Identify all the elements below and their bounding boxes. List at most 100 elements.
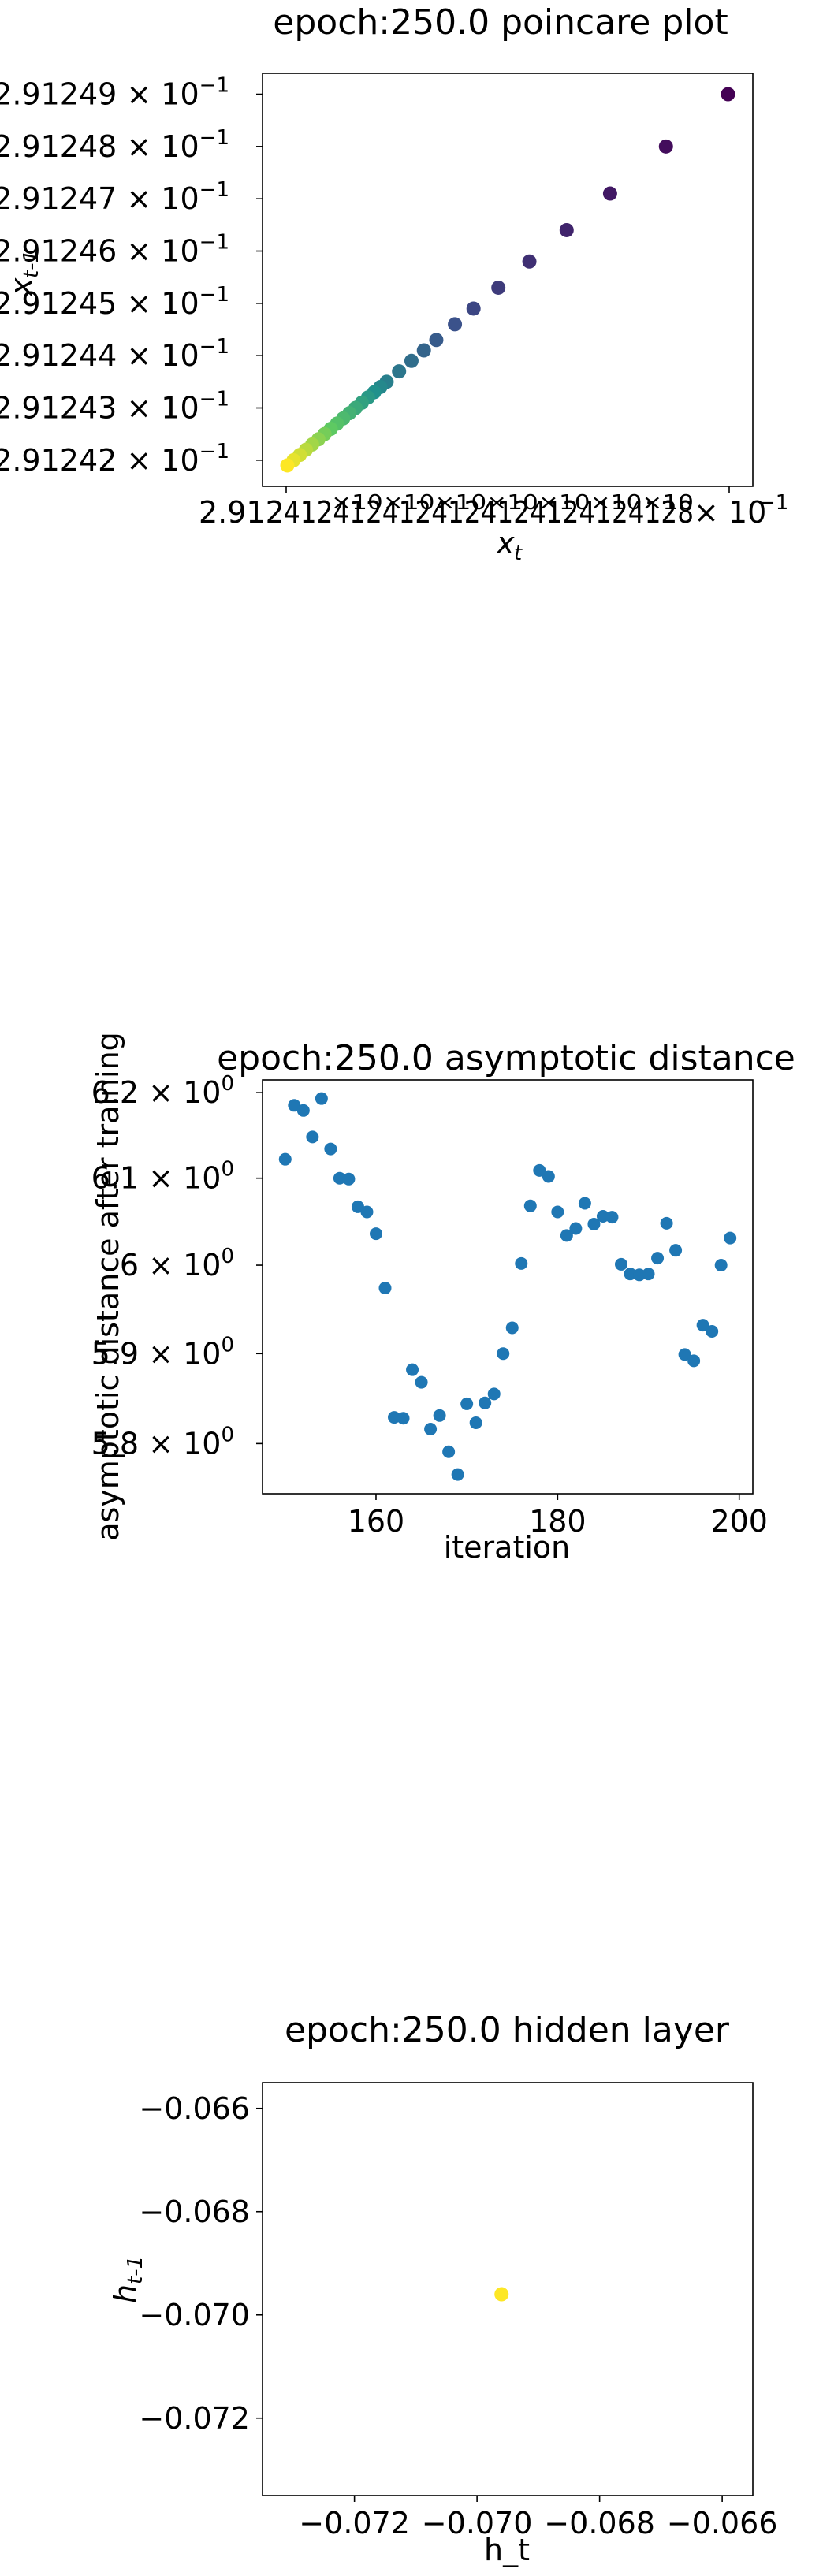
hidden-layer-y-tick-label: −0.072 [139, 2401, 250, 2436]
hidden-layer-y-tick-label: −0.066 [139, 2091, 250, 2126]
poincare-plot-point [429, 333, 444, 348]
asymptotic-distance-y-tick-label: 5.9 × 100 [91, 1333, 234, 1371]
asymptotic-distance-x-tick-label: 160 [348, 1504, 405, 1539]
poincare-plot-point [404, 353, 419, 368]
svg-text:t: t [514, 542, 523, 565]
asymptotic-distance-point [696, 1319, 709, 1332]
asymptotic-distance-point [605, 1211, 619, 1224]
asymptotic-distance-x-ticks: 160 180 200 [348, 1494, 768, 1539]
poincare-plot-y-label: x t-1 [4, 250, 43, 296]
asymptotic-distance-point [651, 1252, 665, 1265]
hidden-layer-axes-frame [262, 2082, 754, 2496]
asymptotic-distance-point [487, 1387, 501, 1401]
hidden-layer-y-tick-label: −0.070 [139, 2298, 250, 2332]
poincare-plot-title: epoch:250.0 poincare plot [273, 2, 728, 43]
asymptotic-distance-point [642, 1268, 655, 1281]
asymptotic-distance-point [442, 1445, 456, 1458]
asymptotic-distance-title: epoch:250.0 asymptotic distance [217, 1038, 795, 1078]
poincare-plot-point [448, 317, 463, 332]
asymptotic-distance-point [333, 1171, 346, 1185]
asymptotic-distance-point [479, 1396, 492, 1409]
poincare-plot-x-tick-exponent: ×10×10×10×10×10×10×10 [331, 491, 694, 515]
asymptotic-distance-point [469, 1416, 482, 1429]
poincare-plot-x-tick-exponent: −1 [758, 491, 788, 515]
asymptotic-distance-x-tick-label: 180 [529, 1504, 587, 1539]
asymptotic-distance-point [460, 1397, 474, 1410]
poincare-plot-y-tick-label: 2.91243 × 10−1 [0, 388, 229, 426]
asymptotic-distance-point [714, 1259, 728, 1272]
poincare-plot-point [416, 343, 431, 358]
hidden-layer-y-label: h t-1 [108, 2256, 147, 2303]
asymptotic-distance-y-tick-label: 5.8 × 100 [91, 1423, 234, 1461]
asymptotic-distance-point [397, 1412, 410, 1425]
asymptotic-distance-chart: epoch:250.0 asymptotic distance 160 180 20… [91, 1032, 795, 1565]
poincare-plot-point [658, 139, 673, 154]
svg-text:t-1: t-1 [124, 2256, 147, 2284]
asymptotic-distance-point [378, 1282, 392, 1295]
hidden-layer-x-tick-label: −0.066 [667, 2506, 778, 2541]
asymptotic-distance-point [342, 1172, 356, 1186]
poincare-plot-x-tick-label: 2.912 [199, 495, 285, 530]
asymptotic-distance-y-tick-label: 6 × 100 [120, 1245, 234, 1282]
asymptotic-distance-point [551, 1205, 564, 1219]
poincare-plot-point [491, 280, 506, 295]
poincare-plot-y-tick-label: 2.91249 × 10−1 [0, 74, 229, 112]
asymptotic-distance-point [660, 1216, 673, 1230]
svg-text:t-1: t-1 [20, 250, 43, 278]
poincare-plot-point [559, 222, 574, 237]
poincare-plot-y-ticks: 2.91249 × 10−1 2.91248 × 10−1 2.91247 × 10… [0, 74, 263, 478]
asymptotic-distance-point [388, 1411, 401, 1424]
asymptotic-distance-point [505, 1321, 519, 1335]
poincare-plot-y-tick-label: 2.91244 × 10−1 [0, 335, 229, 373]
asymptotic-distance-y-tick-label: 6.2 × 100 [91, 1072, 234, 1110]
hidden-layer-title: epoch:250.0 hidden layer [285, 2010, 730, 2050]
hidden-layer-y-ticks: −0.066 −0.068 −0.070 −0.072 [139, 2091, 263, 2436]
poincare-plot-y-tick-label: 2.91242 × 10−1 [0, 440, 229, 478]
svg-text:h: h [108, 2284, 143, 2303]
asymptotic-distance-point [669, 1244, 683, 1257]
asymptotic-distance-point [624, 1268, 637, 1281]
hidden-layer-y-tick-label: −0.068 [139, 2194, 250, 2229]
hidden-layer-chart: epoch:250.0 hidden layer −0.072 −0.070 −0.… [108, 2010, 777, 2567]
asymptotic-distance-y-ticks: 6.2 × 100 6.1 × 100 6 × 100 5.9 × 100 5.8 × … [91, 1072, 263, 1461]
poincare-plot-point [466, 301, 481, 316]
asymptotic-distance-point [706, 1325, 719, 1338]
poincare-plot-point [522, 254, 537, 269]
poincare-plot-x-tick-label: × 10 [694, 495, 766, 530]
asymptotic-distance-point [306, 1130, 319, 1144]
hidden-layer-x-tick-label: −0.068 [544, 2506, 655, 2541]
poincare-plot-y-tick-label: 2.91247 × 10−1 [0, 178, 229, 216]
poincare-plot-axes-frame [262, 73, 754, 487]
asymptotic-distance-point [278, 1152, 292, 1166]
asymptotic-distance-point [587, 1217, 601, 1230]
asymptotic-distance-y-tick-label: 6.1 × 100 [91, 1158, 234, 1196]
asymptotic-distance-axes-frame [262, 1079, 754, 1495]
asymptotic-distance-point [523, 1199, 537, 1212]
svg-text:x: x [496, 526, 515, 560]
asymptotic-distance-point [596, 1210, 609, 1223]
poincare-plot-y-tick-label: 2.91246 × 10−1 [0, 231, 229, 269]
poincare-plot-point [602, 186, 617, 201]
poincare-plot-x-tick-labels: 2.912 4124124124124124124124128 × 10 −1 … [199, 486, 788, 530]
asymptotic-distance-x-tick-label: 200 [710, 1504, 768, 1539]
asymptotic-distance-point [433, 1409, 446, 1422]
poincare-plot-point [721, 87, 735, 102]
asymptotic-distance-point [360, 1205, 374, 1219]
hidden-layer-x-tick-label: −0.072 [299, 2506, 410, 2541]
asymptotic-distance-point [315, 1092, 328, 1105]
asymptotic-distance-point [687, 1354, 701, 1368]
poincare-plot-x-tick-label: 4124124124124124124124128 [284, 495, 694, 530]
asymptotic-distance-x-label: iteration [444, 1530, 571, 1565]
asymptotic-distance-point [542, 1170, 555, 1183]
asymptotic-distance-point [515, 1256, 528, 1270]
poincare-plot-y-tick-label: 2.91245 × 10−1 [0, 283, 229, 321]
hidden-layer-point [494, 2287, 509, 2302]
poincare-plot-x-label: x t [496, 526, 523, 565]
asymptotic-distance-y-label: asymptotic distance after training [91, 1032, 125, 1541]
asymptotic-distance-point [296, 1104, 310, 1117]
asymptotic-distance-point [324, 1142, 337, 1156]
poincare-plot-y-tick-label: 2.91248 × 10−1 [0, 126, 229, 164]
asymptotic-distance-point [415, 1375, 428, 1389]
hidden-layer-points [494, 2287, 509, 2302]
